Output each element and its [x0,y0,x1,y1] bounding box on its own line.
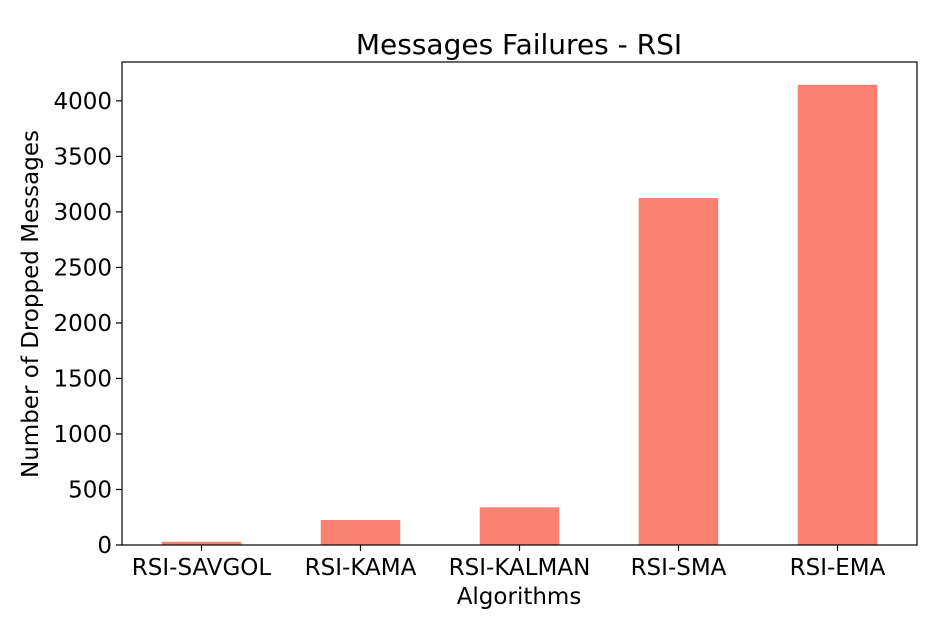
bar-rsi-kalman [479,507,560,545]
y-axis-label: Number of Dropped Messages [18,130,44,478]
y-tick-label: 1000 [53,422,112,448]
x-tick-label: RSI-EMA [790,555,886,581]
y-tick-label: 3500 [53,144,112,170]
x-axis-label: Algorithms [457,584,582,610]
bar-rsi-savgol [161,541,242,545]
x-tick-label: RSI-SAVGOL [132,555,272,581]
bar-rsi-kama [320,520,401,545]
x-tick-label: RSI-SMA [631,555,727,581]
y-tick-label: 2000 [53,311,112,337]
y-tick-label: 1500 [53,366,112,392]
bar-rsi-sma [638,198,719,545]
bars-group [161,84,878,545]
y-tick-label: 3000 [53,200,112,226]
y-axis-ticks: 0 500 1000 1500 2000 2500 3000 3500 4000 [53,89,122,559]
y-tick-label: 2500 [53,255,112,281]
plot-frame [121,61,918,546]
y-tick-label: 0 [97,533,112,559]
bar-rsi-ema [797,84,878,545]
y-tick-label: 500 [68,477,112,503]
x-tick-label: RSI-KALMAN [449,555,591,581]
x-tick-label: RSI-KAMA [305,555,417,581]
y-tick-label: 4000 [53,89,112,115]
x-axis-ticks: RSI-SAVGOL RSI-KAMA RSI-KALMAN RSI-SMA RSI-E… [132,545,886,581]
chart-title: Messages Failures - RSI [356,28,682,61]
